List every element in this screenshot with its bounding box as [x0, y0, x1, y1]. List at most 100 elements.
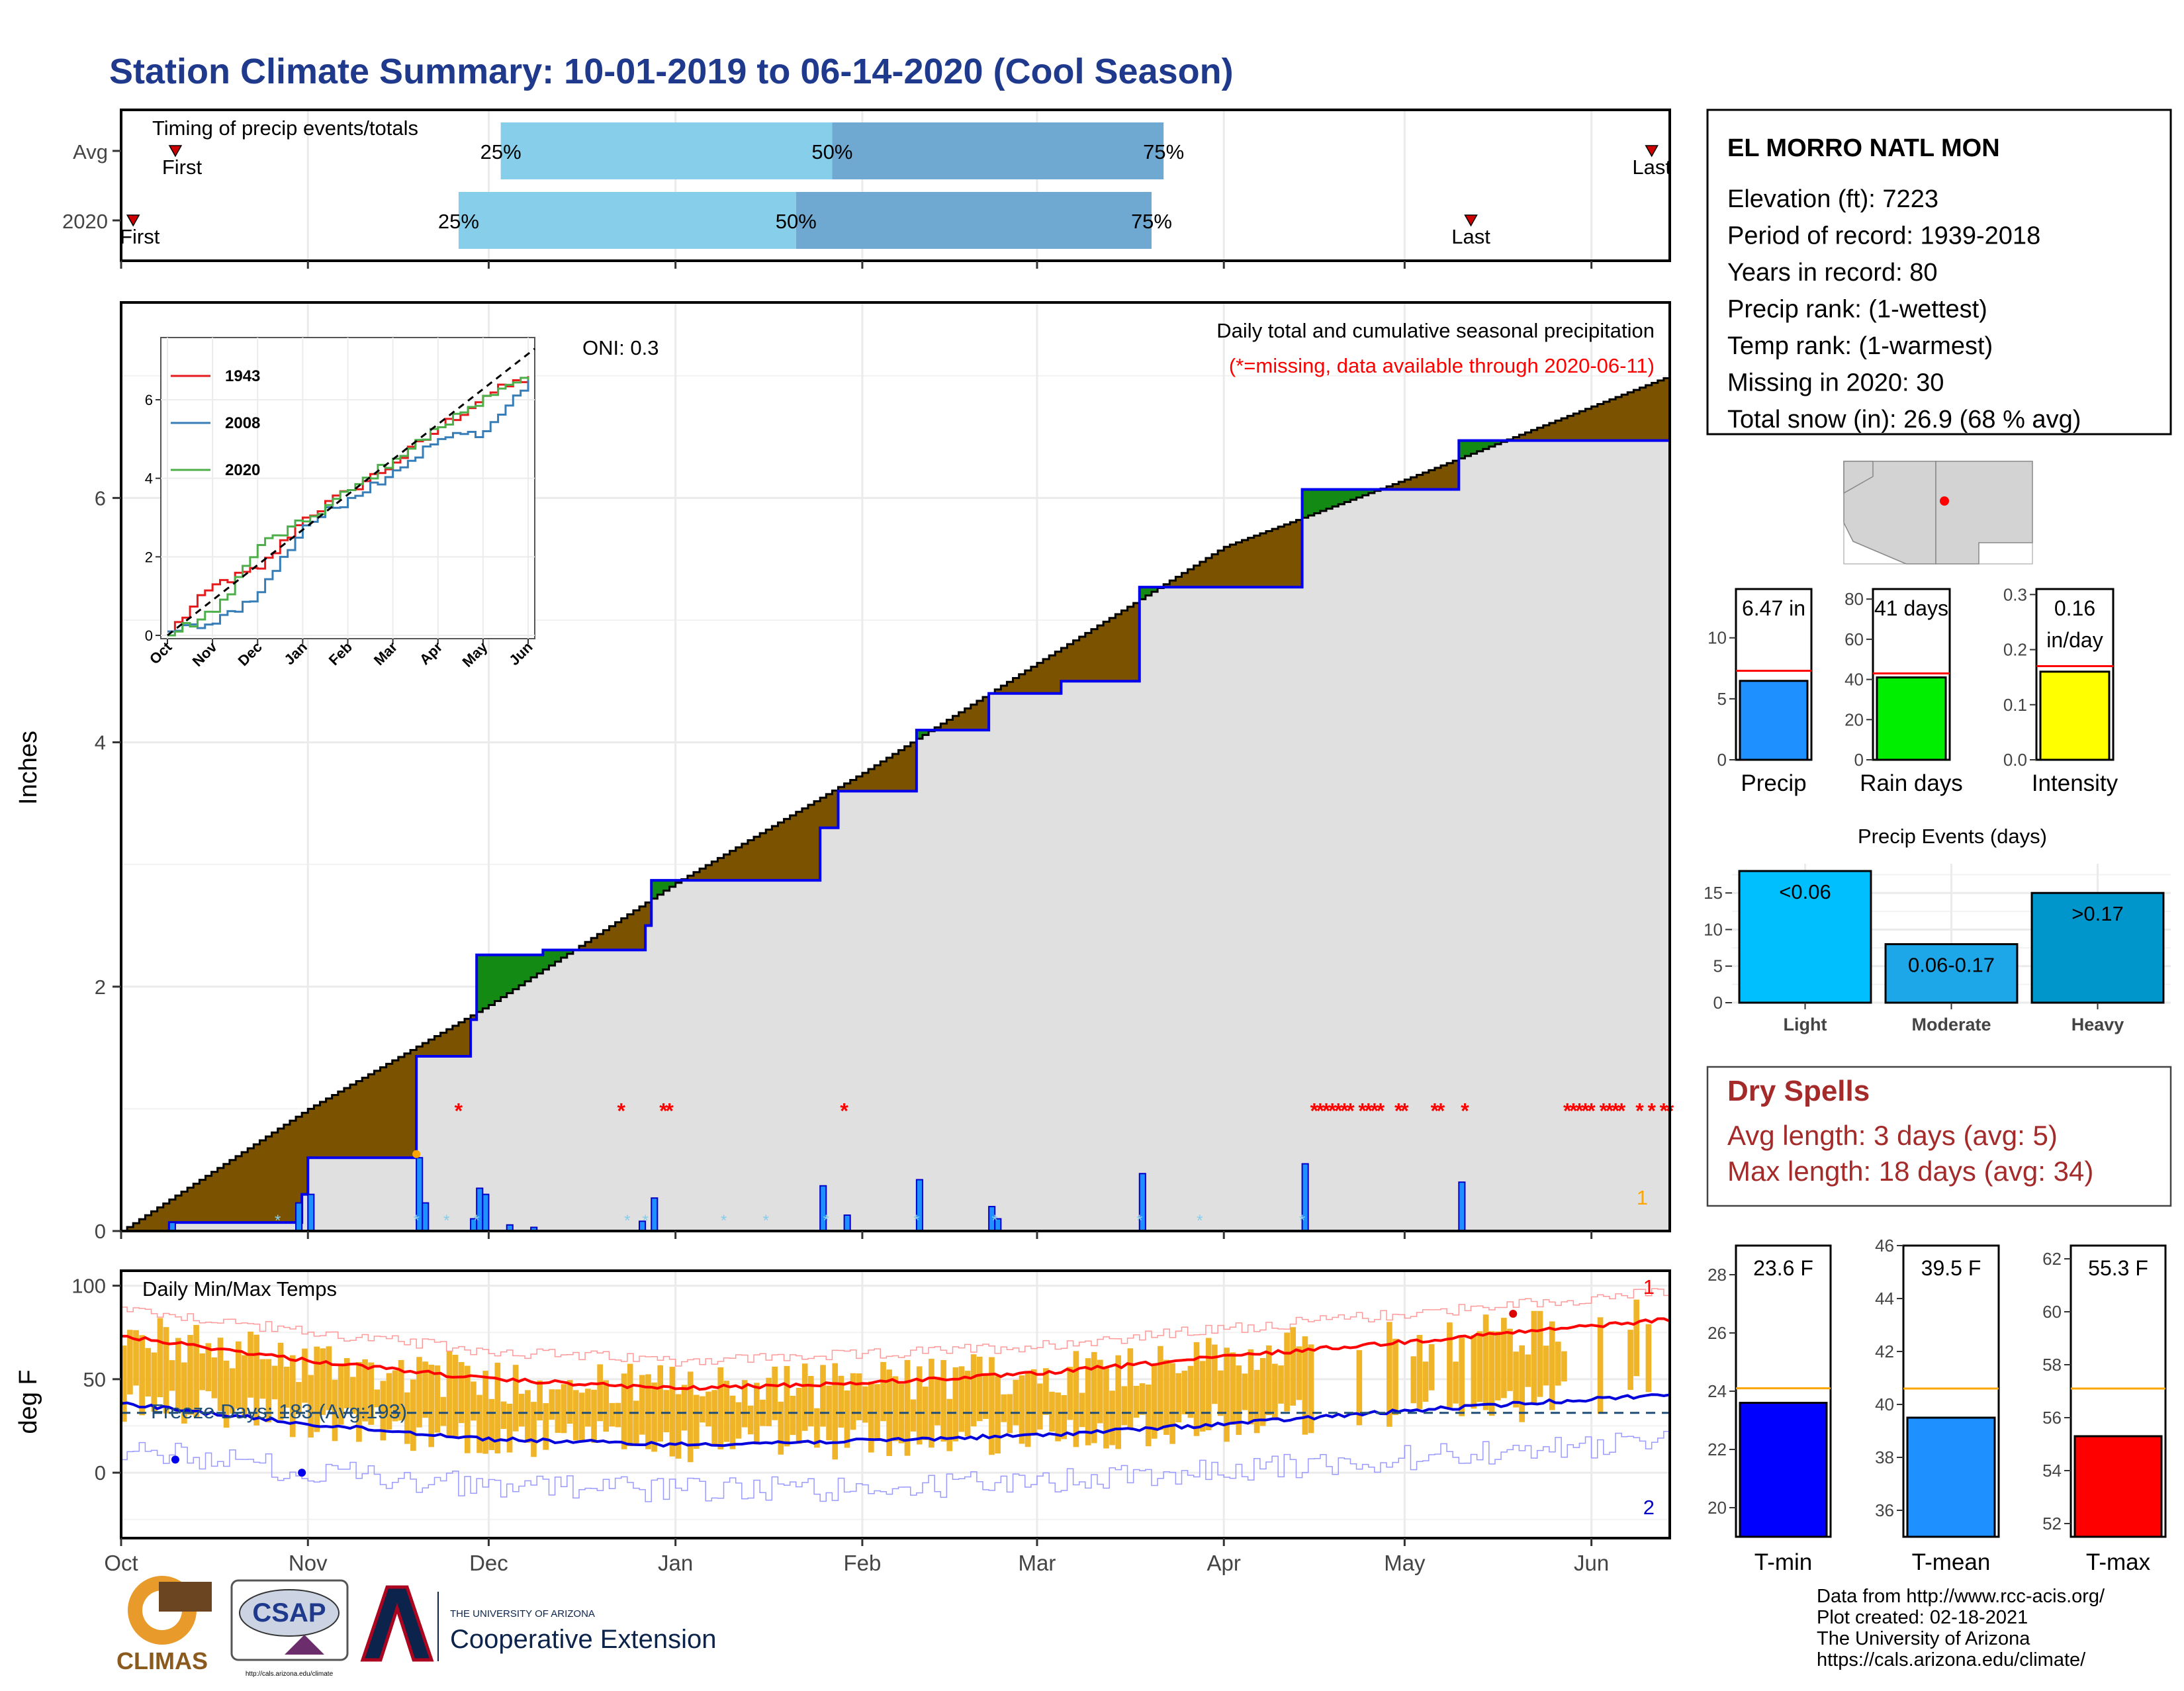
daily-temp-bar [543, 1403, 549, 1450]
daily-temp-bar [248, 1331, 253, 1398]
daily-temp-bar [1501, 1318, 1507, 1398]
daily-temp-bar [157, 1318, 163, 1398]
daily-precip-bar-2 [307, 1193, 315, 1232]
station-info-line-4: Temp rank: (1-warmest) [1727, 332, 1993, 360]
daily-temp-bar [428, 1364, 435, 1447]
daily-temp-bar [1043, 1368, 1049, 1415]
daily-temp-bar [187, 1335, 193, 1415]
daily-temp-bar [1507, 1328, 1513, 1391]
temp-corner-bottom: 2 [1643, 1496, 1655, 1519]
daily-temp-bar [1555, 1342, 1561, 1386]
daily-temp-bar [741, 1380, 748, 1428]
daily-temp-bar [1513, 1351, 1519, 1408]
daily-temp-bar [235, 1341, 242, 1409]
daily-temp-bar [223, 1360, 230, 1428]
missing-marker-21: * [1563, 1099, 1572, 1122]
mini-ytick-label-0-2: 10 [1707, 628, 1727, 648]
daily-temp-bar [591, 1389, 597, 1443]
inset-avg-dashed-line [167, 347, 535, 637]
events-bar-heavy [2030, 891, 2165, 1004]
month-label-Feb: Feb [843, 1551, 881, 1575]
daily-temp-bar [1109, 1391, 1115, 1445]
missing-marker-16: * [1394, 1099, 1403, 1122]
mini-xlabel-2: Intensity [2032, 770, 2118, 796]
daily-temp-bar [1272, 1363, 1278, 1418]
daily-temp-bar [1097, 1359, 1103, 1424]
temp-mini-ytick-label-1-1: 38 [1875, 1447, 1894, 1467]
daily-temp-bar [922, 1387, 929, 1440]
events-bar-label-1: 0.06-0.17 [1908, 954, 1995, 977]
temp-bar-T-mean [1906, 1416, 1996, 1538]
missing-marker-12: * [1358, 1099, 1367, 1122]
daily-temp-bar [1477, 1331, 1483, 1402]
snow-marker-1: * [413, 1212, 419, 1230]
precip-events-title: Precip Events (days) [1858, 825, 2047, 848]
daily-temp-bar [349, 1377, 356, 1414]
daily-temp-bar [440, 1396, 447, 1426]
daily-temp-bar [253, 1334, 259, 1426]
daily-temp-bar [1181, 1371, 1188, 1414]
station-info-box: EL MORRO NATL MON Elevation (ft): 7223 Pe… [1706, 109, 2172, 435]
record-low-marker-1 [171, 1455, 179, 1464]
daily-temp-bar [687, 1371, 694, 1463]
missing-marker-29: * [1617, 1099, 1626, 1122]
missing-marker-5: * [1310, 1099, 1319, 1122]
daily-temp-bar [471, 1381, 477, 1421]
daily-temp-bar [181, 1362, 187, 1424]
inset-ytick-label-0: 0 [145, 627, 153, 644]
daily-temp-bar [398, 1359, 404, 1421]
record-max-line [121, 1288, 1670, 1367]
daily-temp-bar [1121, 1386, 1128, 1426]
daily-temp-bar [983, 1375, 989, 1419]
daily-temp-bar [832, 1363, 839, 1460]
temp-mini-ytick-label-0-2: 24 [1707, 1381, 1727, 1401]
daily-temp-bar [711, 1390, 717, 1445]
snow-marker-4: * [624, 1212, 630, 1230]
missing-marker-23: * [1575, 1099, 1584, 1122]
daily-temp-bar [326, 1346, 332, 1410]
daily-temp-bar [1001, 1394, 1007, 1422]
daily-temp-bar [916, 1366, 923, 1445]
mini-ytick-label-2-2: 0.2 [2003, 640, 2027, 660]
precip-ytick-label-0: 0 [95, 1220, 106, 1243]
daily-temp-bar [1169, 1363, 1175, 1444]
daily-temp-bar [669, 1367, 676, 1457]
dry-spells-avg: Avg length: 3 days (avg: 5) [1727, 1120, 2058, 1151]
last-label-1: Last [1451, 225, 1490, 248]
daily-temp-bar [1265, 1345, 1272, 1416]
missing-marker-28: * [1612, 1099, 1620, 1122]
daily-temp-bar [392, 1370, 398, 1422]
daily-temp-bar [1549, 1321, 1555, 1410]
mini-ytick-label-1-4: 80 [1844, 589, 1864, 609]
precip-corner-label: 1 [1637, 1186, 1648, 1209]
dry-spells-box: Dry Spells Avg length: 3 days (avg: 5) M… [1706, 1066, 2172, 1207]
temp-ytick-label-0: 0 [95, 1461, 106, 1485]
daily-temp-bar [796, 1387, 802, 1444]
mini-value-label-0: 6.47 in [1742, 596, 1805, 620]
mini-bar-Rain days [1876, 676, 1947, 761]
temp-xlabel-0: T-min [1754, 1549, 1813, 1575]
snow-marker-2: * [443, 1212, 449, 1230]
mini-value-unit-2: in/day [2046, 628, 2103, 652]
missing-marker-1: * [617, 1099, 625, 1122]
month-label-Jun: Jun [1574, 1551, 1609, 1575]
daily-temp-bar [1248, 1349, 1254, 1425]
events-ytick-label-2: 10 [1704, 919, 1723, 939]
daily-temp-bar [1253, 1369, 1260, 1434]
missing-marker-8: * [1328, 1099, 1337, 1122]
daily-temp-bar [512, 1365, 519, 1432]
daily-temp-bar [1024, 1372, 1031, 1447]
temp-mini-ytick-label-0-3: 26 [1707, 1323, 1727, 1343]
daily-precip-bar-4 [422, 1202, 430, 1232]
missing-marker-10: * [1340, 1099, 1349, 1122]
inset-ytick-label-3: 6 [145, 392, 153, 408]
daily-temp-bar [1633, 1299, 1640, 1377]
events-xlabel-2: Heavy [2071, 1015, 2124, 1034]
missing-marker-18: * [1431, 1099, 1439, 1122]
month-label-Mar: Mar [1019, 1551, 1056, 1575]
missing-marker-26: * [1600, 1099, 1608, 1122]
daily-temp-bar [989, 1357, 995, 1455]
daily-temp-bar [1139, 1383, 1146, 1415]
daily-temp-bar [807, 1376, 814, 1427]
